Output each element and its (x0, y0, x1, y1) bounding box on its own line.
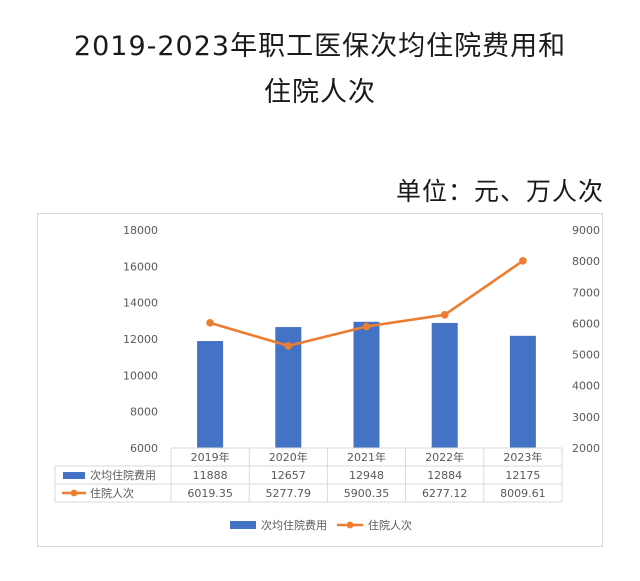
bar (431, 322, 458, 448)
chart-title-line2: 住院人次 (264, 77, 376, 108)
category-label: 2021年 (347, 450, 386, 464)
right-tick-label: 8000 (572, 255, 600, 268)
left-tick-label: 6000 (130, 442, 158, 455)
chart-title-line1: 2019-2023年职工医保次均住院费用和 (73, 31, 567, 62)
left-tick-label: 8000 (130, 406, 158, 419)
table-cell: 11888 (193, 469, 228, 482)
right-tick-label: 6000 (572, 317, 600, 330)
left-tick-label: 12000 (123, 333, 158, 346)
left-tick-label: 10000 (123, 369, 158, 382)
line-point (362, 322, 371, 331)
bar (353, 321, 380, 448)
table-line-key-dot (70, 489, 78, 497)
table-cell: 6019.35 (187, 487, 233, 500)
bar (197, 341, 224, 448)
line-point (519, 257, 527, 265)
legend-label: 次均住院费用 (261, 518, 327, 532)
right-tick-label: 3000 (572, 411, 600, 424)
left-tick-label: 14000 (123, 297, 158, 310)
category-label: 2023年 (503, 450, 542, 464)
bar (509, 335, 536, 448)
left-axis-ticks: 6000 8000 10000 12000 14000 16000 18000 (123, 224, 158, 455)
line-point (284, 342, 293, 350)
line-point (440, 310, 449, 319)
legend-label: 住院人次 (368, 518, 412, 532)
table-row-label: 次均住院费用 (90, 468, 156, 482)
legend-line-key-dot (346, 521, 354, 529)
table-row-label: 住院人次 (90, 486, 134, 500)
line-series (206, 257, 527, 350)
table-cell: 12884 (427, 469, 462, 482)
left-tick-label: 16000 (123, 260, 158, 273)
table-cell: 5900.35 (344, 487, 390, 500)
right-tick-label: 2000 (572, 442, 600, 455)
right-tick-label: 5000 (572, 349, 600, 362)
table-cell: 12948 (349, 469, 384, 482)
category-label: 2019年 (191, 450, 230, 464)
table-bar-key (63, 472, 85, 479)
category-label: 2022年 (425, 450, 464, 464)
table-cell: 5277.79 (266, 487, 312, 500)
line-point (206, 319, 214, 327)
legend-bar-key (230, 521, 256, 529)
right-tick-label: 9000 (572, 224, 600, 237)
category-label: 2020年 (269, 450, 308, 464)
table-cell: 12657 (271, 469, 306, 482)
table-cell: 8009.61 (500, 487, 546, 500)
table-cell: 6277.12 (422, 487, 468, 500)
right-axis-ticks: 2000 3000 4000 5000 6000 7000 8000 9000 (572, 224, 600, 455)
chart-frame (37, 213, 603, 547)
right-tick-label: 4000 (572, 380, 600, 393)
right-tick-label: 7000 (572, 286, 600, 299)
left-tick-label: 18000 (123, 224, 158, 237)
legend: 次均住院费用 住院人次 (230, 518, 412, 532)
table-cell: 12175 (505, 469, 540, 482)
unit-label: 单位：元、万人次 (395, 177, 604, 206)
bar-series (197, 321, 536, 448)
